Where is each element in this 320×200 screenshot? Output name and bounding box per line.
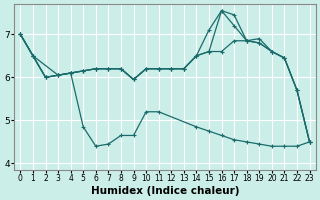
X-axis label: Humidex (Indice chaleur): Humidex (Indice chaleur) bbox=[91, 186, 239, 196]
